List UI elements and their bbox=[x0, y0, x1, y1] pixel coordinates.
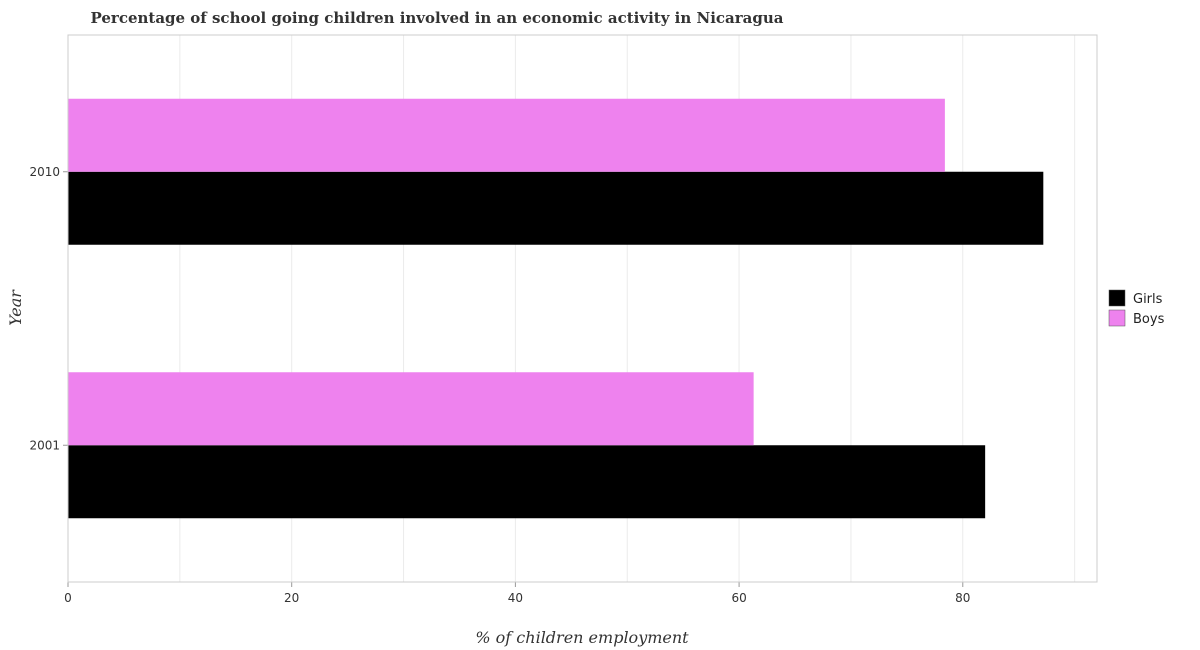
y-axis-ticks: 2001 2010 bbox=[29, 165, 68, 452]
chart-title: Percentage of school going children invo… bbox=[91, 9, 784, 27]
legend-label-boys: Boys bbox=[1133, 312, 1165, 327]
y-tick-label: 2001 bbox=[29, 438, 60, 452]
legend: Girls Boys bbox=[1108, 289, 1165, 327]
legend-swatch-boys bbox=[1108, 309, 1126, 327]
x-tick-label: 0 bbox=[64, 591, 72, 605]
legend-label-girls: Girls bbox=[1133, 292, 1163, 307]
bar-boys-2010 bbox=[68, 98, 945, 172]
x-axis-label: % of children employment bbox=[475, 628, 689, 647]
bar-girls-2010 bbox=[68, 171, 1044, 245]
x-tick-label: 20 bbox=[284, 591, 299, 605]
x-tick-label: 80 bbox=[955, 591, 970, 605]
bar-boys-2001 bbox=[68, 372, 754, 446]
x-tick-label: 60 bbox=[731, 591, 746, 605]
plot-frame bbox=[67, 34, 1098, 583]
bar-girls-2001 bbox=[68, 445, 986, 519]
x-tick-label: 40 bbox=[508, 591, 523, 605]
legend-swatch-girls bbox=[1108, 289, 1126, 307]
x-axis-ticks: 0 20 40 60 80 bbox=[64, 582, 970, 605]
y-tick-label: 2010 bbox=[29, 165, 60, 179]
y-axis-label: Year bbox=[6, 289, 25, 326]
bars bbox=[68, 98, 1044, 519]
